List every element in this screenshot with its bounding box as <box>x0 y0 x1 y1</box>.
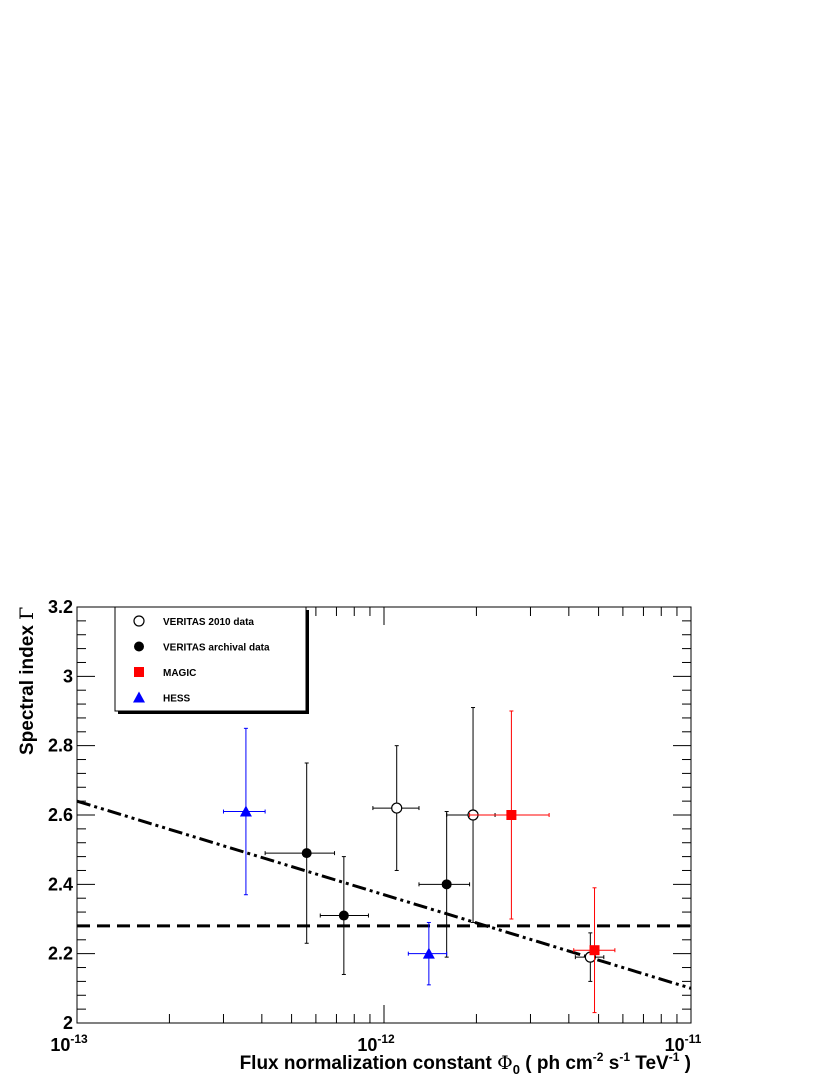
legend-entry: MAGIC <box>134 667 196 679</box>
legend-marker <box>134 641 144 652</box>
x-tick-label: 10-12 <box>357 1032 395 1055</box>
data-point-marker <box>391 802 403 814</box>
legend-marker <box>134 667 144 677</box>
data-point <box>469 710 550 920</box>
data-point <box>573 887 616 1014</box>
x-axis-title-cm-exp: -2 <box>593 1050 604 1064</box>
reference-line-fit <box>76 799 692 990</box>
data-point-marker <box>338 910 349 921</box>
x-axis-title-phi-sub: 0 <box>513 1062 520 1075</box>
x-tick-label: 10-11 <box>665 1032 702 1055</box>
x-tick-label-base: 10 <box>50 1035 70 1055</box>
y-axis-title: Spectral index Γ <box>16 607 38 755</box>
y-tick-label: 3.2 <box>48 597 73 617</box>
data-point <box>319 856 369 975</box>
legend-box <box>114 606 307 712</box>
legend-label: VERITAS 2010 data <box>163 617 254 628</box>
data-point-marker <box>441 879 452 890</box>
x-axis-title: Flux normalization constant Φ0 ( ph cm-2… <box>240 1050 691 1075</box>
y-tick-label: 3 <box>63 666 73 686</box>
x-axis-title-units: ( ph cm <box>520 1053 593 1074</box>
y-tick-label: 2.6 <box>48 805 73 825</box>
x-axis-title-phi: Φ <box>497 1052 513 1074</box>
legend-label: HESS <box>163 694 191 705</box>
data-point-marker <box>422 947 435 959</box>
x-tick-label: 10-13 <box>50 1032 88 1055</box>
legend-entry: HESS <box>133 691 191 705</box>
data-point <box>222 727 266 896</box>
data-point-marker <box>301 848 312 859</box>
x-tick-label-base: 10 <box>665 1035 685 1055</box>
data-point-marker <box>506 810 517 820</box>
y-tick-label: 2 <box>63 1013 73 1033</box>
x-tick-label-exponent: -11 <box>685 1032 702 1046</box>
data-points-group <box>222 707 616 1014</box>
x-axis-title-s-exp: -1 <box>619 1050 630 1064</box>
data-point-marker <box>239 805 252 817</box>
x-axis-title-prefix: Flux normalization constant <box>240 1053 498 1074</box>
data-point <box>264 762 336 944</box>
y-tick-label: 2.4 <box>48 874 73 894</box>
y-axis-title-text: Spectral index <box>17 620 38 755</box>
legend-label: MAGIC <box>163 668 196 679</box>
legend-label: VERITAS archival data <box>163 643 270 654</box>
legend-marker <box>133 615 145 627</box>
legend-entry: VERITAS archival data <box>134 641 270 654</box>
legend: VERITAS 2010 data VERITAS archival data MA… <box>114 606 309 714</box>
y-axis-title-gamma: Γ <box>16 607 38 620</box>
y-tick-label: 2.8 <box>48 736 73 756</box>
data-point <box>418 811 471 958</box>
legend-entry: VERITAS 2010 data <box>133 615 254 628</box>
data-point-marker <box>589 945 600 956</box>
x-tick-label-exponent: -12 <box>377 1032 395 1046</box>
x-axis-title-close: ) <box>679 1053 691 1074</box>
y-tick-label: 2.2 <box>48 944 73 964</box>
x-tick-label-exponent: -13 <box>70 1032 88 1046</box>
reference-lines-group <box>76 799 692 990</box>
x-axis-title-s: s <box>603 1053 619 1074</box>
x-tick-label-base: 10 <box>357 1035 377 1055</box>
data-point <box>407 921 448 986</box>
legend-marker <box>133 691 145 703</box>
x-axis-title-tev: TeV <box>630 1053 669 1074</box>
data-point <box>372 745 420 871</box>
x-axis-title-tev-exp: -1 <box>669 1050 680 1064</box>
axis-ticks-group: 22.22.42.62.833.210-13 10-12 10-11 <box>48 597 702 1055</box>
